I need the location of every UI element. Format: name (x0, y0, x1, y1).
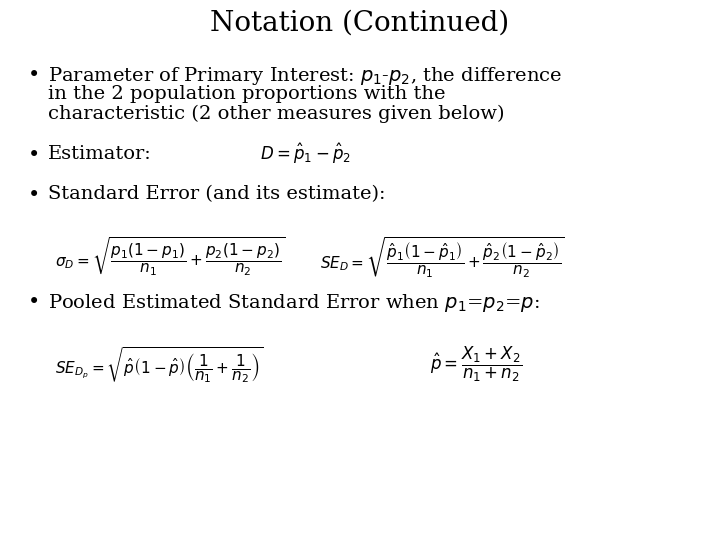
Text: •: • (28, 292, 40, 312)
Text: $SE_D = \sqrt{\dfrac{\hat{p}_1\left(1-\hat{p}_1\right)}{n_1} + \dfrac{\hat{p}_2\: $SE_D = \sqrt{\dfrac{\hat{p}_1\left(1-\h… (320, 235, 565, 279)
Text: Standard Error (and its estimate):: Standard Error (and its estimate): (48, 185, 385, 203)
Text: $D = \hat{p}_1 - \hat{p}_2$: $D = \hat{p}_1 - \hat{p}_2$ (260, 141, 351, 166)
Text: Estimator:: Estimator: (48, 145, 152, 163)
Text: •: • (28, 185, 40, 205)
Text: in the 2 population proportions with the: in the 2 population proportions with the (48, 85, 446, 103)
Text: $\sigma_D = \sqrt{\dfrac{p_1(1-p_1)}{n_1} + \dfrac{p_2(1-p_2)}{n_2}}$: $\sigma_D = \sqrt{\dfrac{p_1(1-p_1)}{n_1… (55, 235, 285, 277)
Text: Pooled Estimated Standard Error when $p_1$=$p_2$=$p$:: Pooled Estimated Standard Error when $p_… (48, 292, 539, 314)
Text: Notation (Continued): Notation (Continued) (210, 10, 510, 37)
Text: characteristic (2 other measures given below): characteristic (2 other measures given b… (48, 105, 505, 123)
Text: •: • (28, 145, 40, 165)
Text: $\hat{p} = \dfrac{X_1 + X_2}{n_1 + n_2}$: $\hat{p} = \dfrac{X_1 + X_2}{n_1 + n_2}$ (430, 345, 522, 384)
Text: •: • (28, 65, 40, 85)
Text: Parameter of Primary Interest: $p_1$-$p_2$, the difference: Parameter of Primary Interest: $p_1$-$p_… (48, 65, 562, 87)
Text: $SE_{D_p} = \sqrt{\hat{p}\left(1-\hat{p}\right)\left(\dfrac{1}{n_1}+\dfrac{1}{n_: $SE_{D_p} = \sqrt{\hat{p}\left(1-\hat{p}… (55, 345, 264, 385)
